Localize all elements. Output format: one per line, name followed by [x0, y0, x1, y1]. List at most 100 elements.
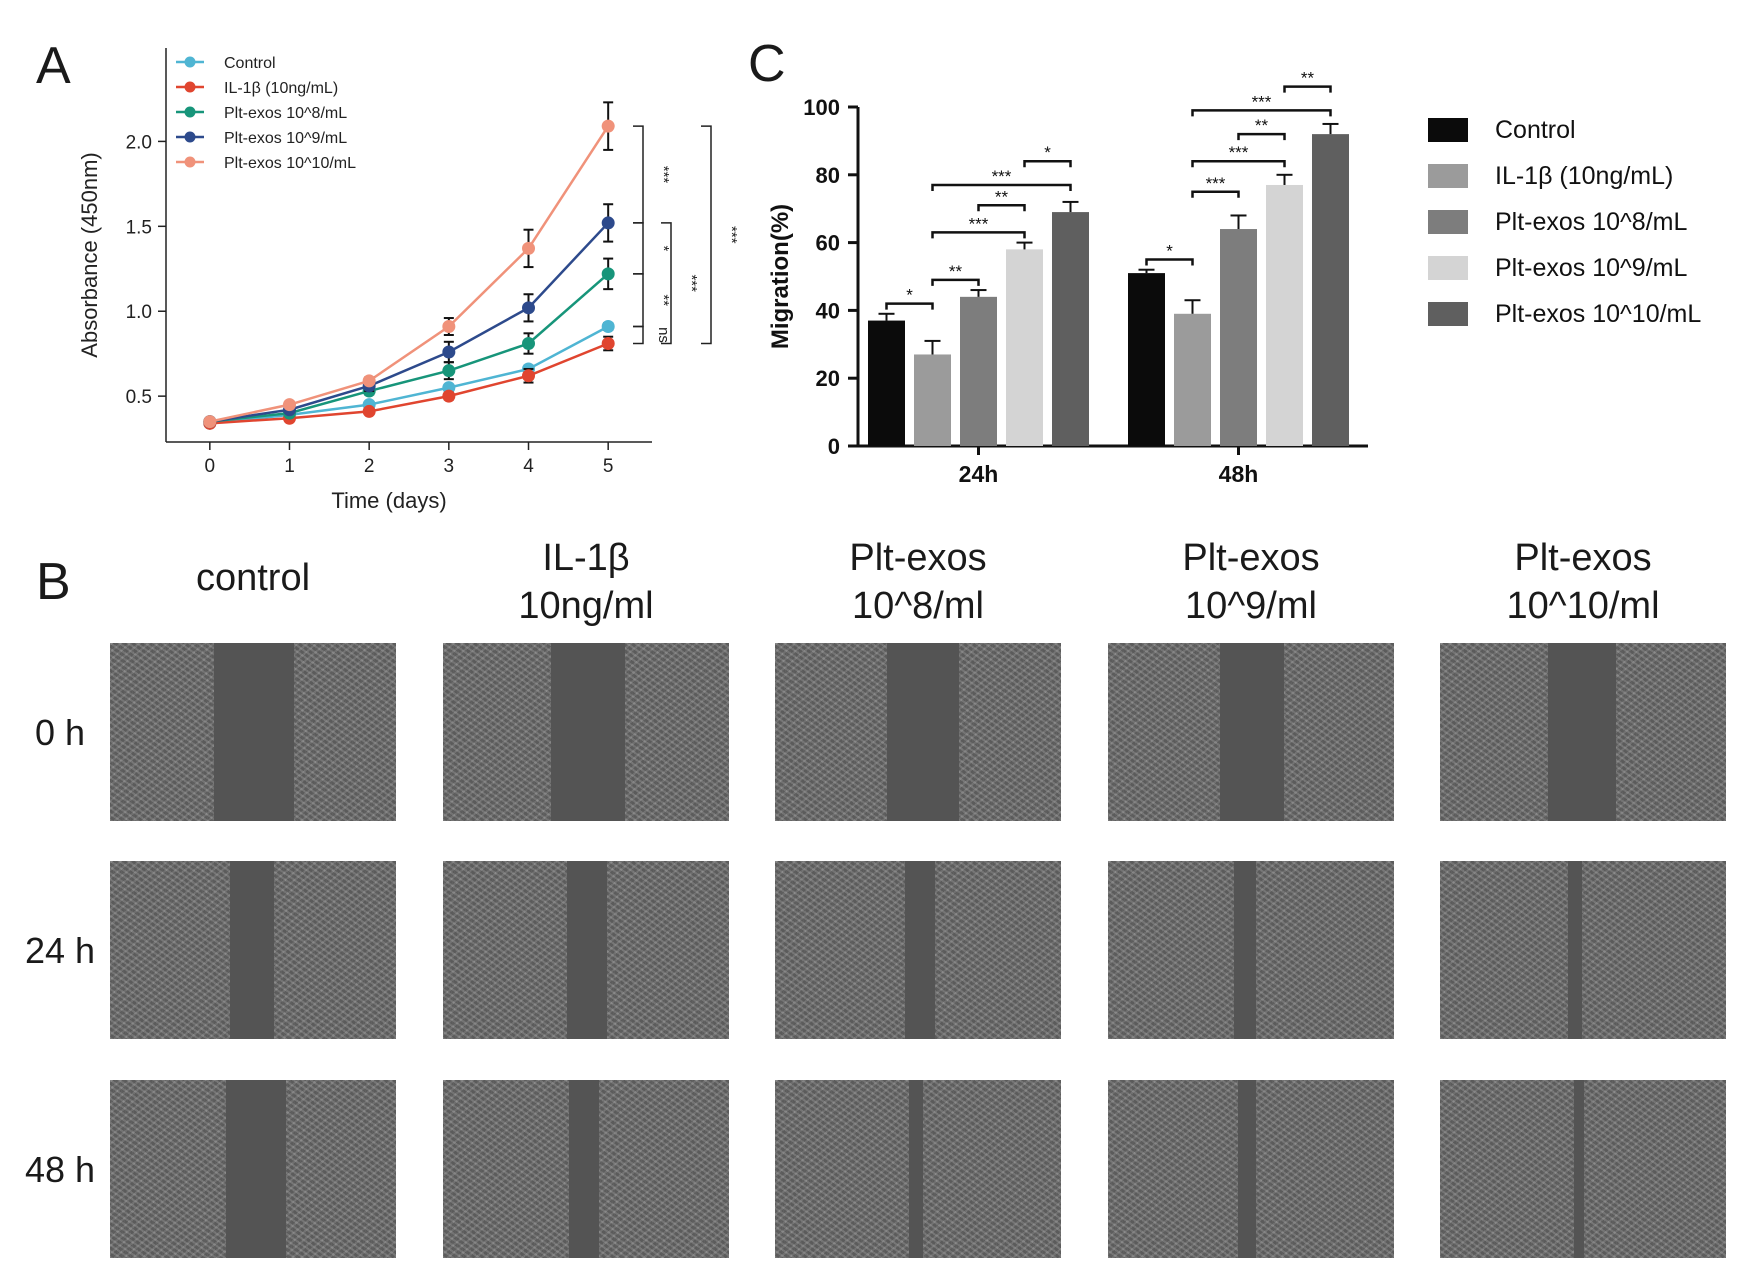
absorbance-line-chart: 0.5 1.0 1.5 2.0 0 1 2 3 4 5 Time (days) Absorbance … [77, 48, 740, 513]
bar [1006, 249, 1043, 446]
y-axis-label: Absorbance (450nm) [77, 152, 102, 357]
data-point [601, 267, 615, 281]
legend-marker [184, 106, 196, 118]
significance-label: *** [992, 167, 1012, 186]
data-point [601, 216, 615, 230]
scratch-gap [1234, 861, 1256, 1039]
scratch-gap [214, 643, 294, 821]
data-point [442, 345, 456, 359]
data-point [522, 241, 536, 255]
significance-label: * [906, 286, 913, 305]
significance-bracket [661, 222, 672, 345]
significance-bracket [931, 183, 1072, 191]
bar [960, 296, 997, 446]
column-header: control [103, 534, 403, 602]
series-line [209, 222, 610, 423]
row-label: 48 h [24, 1149, 96, 1190]
scratch-gap [887, 643, 959, 821]
significance-bracket [1023, 159, 1072, 168]
y-tick-label: 40 [816, 298, 840, 323]
significance-bracket [1191, 109, 1332, 117]
legend-label: Plt-exos 10^8/mL [1495, 208, 1687, 236]
scratch-gap [569, 1080, 599, 1258]
x-tick-label: 48h [1219, 461, 1259, 487]
series-line [209, 342, 609, 425]
column-header: Plt-exos 10^8/ml [768, 534, 1068, 630]
legend-label: IL-1β (10ng/mL) [1495, 162, 1673, 190]
micrograph [1108, 1080, 1394, 1258]
micrograph [1440, 643, 1726, 821]
scratch-gap [1220, 643, 1284, 821]
legend-marker [184, 56, 196, 68]
micrograph [775, 643, 1061, 821]
y-tick-label: 100 [803, 95, 840, 120]
significance-label: * [1044, 143, 1051, 162]
data-point [282, 398, 296, 412]
legend-swatch [1428, 210, 1468, 234]
x-tick-label: 1 [284, 456, 295, 477]
data-point [601, 337, 615, 350]
y-tick-label: 20 [816, 366, 840, 391]
column-header-line1: Plt-exos [849, 537, 987, 579]
significance-bracket [931, 231, 1026, 239]
scratch-gap [1574, 1080, 1584, 1258]
micrograph [1440, 1080, 1726, 1258]
significance-label: *** [969, 214, 989, 233]
micrograph [1108, 643, 1394, 821]
significance-label: * [655, 245, 672, 251]
bar [1128, 273, 1165, 446]
scratch-gap [230, 861, 274, 1039]
column-header: IL-1β 10ng/ml [436, 534, 736, 630]
x-tick-label: 2 [364, 456, 375, 477]
column-header: Plt-exos 10^9/ml [1101, 534, 1401, 630]
significance-label: ** [655, 294, 672, 306]
data-point [522, 301, 536, 315]
series-line [209, 272, 610, 423]
legend-label: Plt-exos 10^9/mL [1495, 254, 1687, 282]
y-tick-label: 1.0 [126, 302, 152, 323]
scratch-gap [1548, 643, 1616, 821]
column-header-line1: IL-1β [542, 537, 630, 579]
x-tick-label: 0 [205, 456, 216, 477]
micrograph [110, 1080, 396, 1258]
significance-label: *** [1252, 92, 1272, 111]
row-label: 24 h [24, 930, 96, 971]
column-header-line2: 10ng/ml [518, 585, 654, 627]
scratch-gap [226, 1080, 286, 1258]
bar [1266, 184, 1303, 446]
panel-label-c: C [748, 35, 786, 93]
legend-swatch [1428, 118, 1468, 142]
legend-marker [184, 81, 196, 93]
significance-label: ** [995, 187, 1009, 206]
data-point [203, 415, 217, 429]
scratch-gap [909, 1080, 923, 1258]
data-point [362, 374, 376, 388]
x-tick-label: 24h [959, 461, 999, 487]
scratch-gap [551, 643, 625, 821]
legend-marker [184, 156, 196, 168]
significance-bracket [1191, 190, 1240, 198]
data-point [601, 119, 615, 133]
significance-label: *** [655, 166, 672, 184]
significance-label: ** [949, 262, 963, 281]
panel-label-b: B [36, 553, 71, 611]
x-tick-label: 4 [523, 456, 534, 477]
data-point [601, 320, 615, 334]
legend-label: Control [1495, 116, 1576, 144]
column-header-line1: Plt-exos [1514, 537, 1652, 579]
scratch-gap [1238, 1080, 1256, 1258]
micrograph [110, 643, 396, 821]
y-tick-label: 80 [816, 163, 840, 188]
micrograph [443, 1080, 729, 1258]
y-tick-label: 0.5 [126, 387, 152, 408]
legend-swatch [1428, 164, 1468, 188]
significance-label: *** [1229, 143, 1249, 162]
data-point [522, 337, 536, 350]
y-tick-label: 1.5 [126, 217, 152, 238]
significance-label: ** [1301, 69, 1315, 88]
significance-bracket [1237, 132, 1286, 141]
column-header-line2: 10^8/ml [852, 585, 984, 627]
x-tick-label: 3 [444, 456, 455, 477]
significance-label: ** [1255, 116, 1269, 135]
